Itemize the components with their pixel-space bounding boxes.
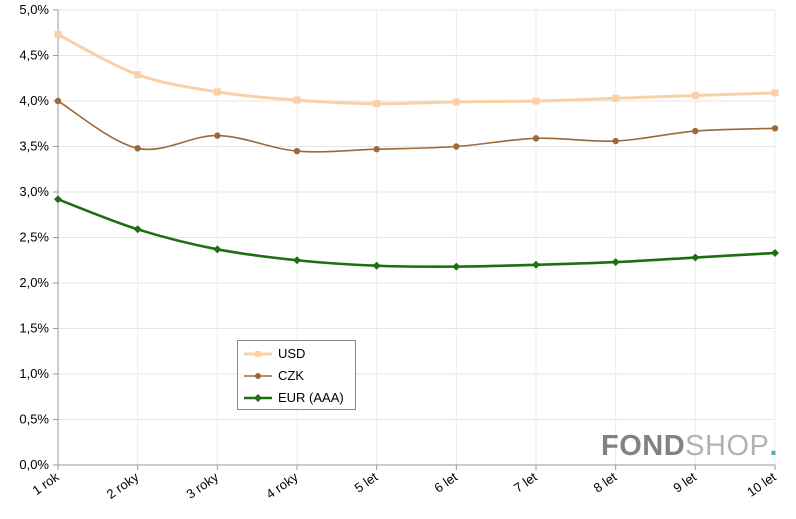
y-tick-label: 4,5% bbox=[19, 48, 49, 63]
data-point-czk bbox=[612, 137, 619, 145]
y-tick-label: 1,0% bbox=[19, 366, 49, 381]
series-line-usd bbox=[57, 33, 776, 106]
y-tick-label: 1,5% bbox=[19, 321, 49, 336]
data-point-eur-aaa bbox=[54, 195, 62, 204]
y-tick-label: 5,0% bbox=[19, 2, 49, 17]
y-tick-label: 3,5% bbox=[19, 139, 49, 154]
data-point-usd bbox=[373, 100, 381, 108]
data-point-czk bbox=[54, 97, 62, 105]
legend-swatch-eur bbox=[244, 394, 272, 402]
data-point-usd bbox=[691, 92, 699, 100]
data-point-czk bbox=[373, 146, 380, 153]
y-tick-label: 3,0% bbox=[19, 184, 49, 199]
x-tick-label: 4 roky bbox=[263, 469, 301, 502]
data-point-eur-aaa bbox=[452, 262, 461, 271]
legend-swatch-czk bbox=[244, 373, 272, 379]
chart-legend: USD CZK EUR (AAA) bbox=[237, 340, 356, 410]
logo-part-shop: SHOP bbox=[685, 430, 770, 462]
x-tick-label: 10 let bbox=[744, 469, 779, 500]
legend-label-usd: USD bbox=[278, 346, 306, 361]
data-point-czk bbox=[453, 143, 460, 150]
y-tick-label: 4,0% bbox=[19, 93, 49, 108]
x-tick-label: 3 roky bbox=[183, 469, 221, 502]
data-point-usd bbox=[771, 89, 779, 97]
data-point-usd bbox=[293, 96, 301, 104]
legend-item-eur: EUR (AAA) bbox=[238, 388, 355, 408]
data-point-czk bbox=[532, 135, 540, 142]
data-point-eur-aaa bbox=[691, 253, 700, 262]
data-point-czk bbox=[692, 127, 699, 135]
data-point-usd bbox=[452, 98, 460, 106]
data-point-usd bbox=[54, 31, 62, 39]
x-tick-label: 2 roky bbox=[104, 469, 142, 502]
legend-label-czk: CZK bbox=[278, 368, 304, 383]
data-point-eur-aaa bbox=[133, 225, 142, 234]
data-point-eur-aaa bbox=[611, 258, 620, 267]
legend-item-czk: CZK bbox=[238, 366, 355, 386]
logo-dot: . bbox=[769, 430, 778, 462]
data-point-czk bbox=[771, 125, 779, 132]
logo-part-fond: FOND bbox=[601, 430, 686, 462]
data-point-usd bbox=[532, 97, 540, 105]
x-tick-label: 1 rok bbox=[29, 469, 62, 498]
legend-label-eur: EUR (AAA) bbox=[278, 390, 344, 405]
data-point-usd bbox=[612, 94, 620, 102]
data-point-usd bbox=[213, 88, 221, 96]
data-point-eur-aaa bbox=[213, 245, 222, 254]
data-point-eur-aaa bbox=[293, 256, 301, 265]
x-tick-label: 8 let bbox=[591, 469, 620, 496]
data-point-eur-aaa bbox=[372, 261, 381, 270]
data-point-czk bbox=[134, 145, 141, 152]
x-tick-label: 5 let bbox=[352, 469, 381, 496]
series-line-eur-aaa bbox=[57, 198, 776, 268]
data-point-czk bbox=[293, 147, 301, 155]
legend-swatch-usd bbox=[244, 351, 272, 357]
x-tick-label: 7 let bbox=[511, 469, 540, 496]
data-point-usd bbox=[134, 71, 142, 79]
data-point-eur-aaa bbox=[771, 248, 779, 257]
legend-item-usd: USD bbox=[238, 344, 355, 364]
data-point-czk bbox=[214, 132, 221, 139]
y-tick-label: 0,5% bbox=[19, 412, 49, 427]
y-tick-label: 2,5% bbox=[19, 230, 49, 245]
x-tick-label: 9 let bbox=[670, 469, 699, 496]
y-tick-label: 2,0% bbox=[19, 275, 49, 290]
series-line-czk bbox=[57, 100, 776, 153]
data-point-eur-aaa bbox=[532, 260, 540, 269]
y-tick-label: 0,0% bbox=[19, 457, 49, 472]
x-tick-label: 6 let bbox=[431, 469, 460, 496]
fondshop-logo: FONDSHOP. bbox=[601, 430, 778, 462]
